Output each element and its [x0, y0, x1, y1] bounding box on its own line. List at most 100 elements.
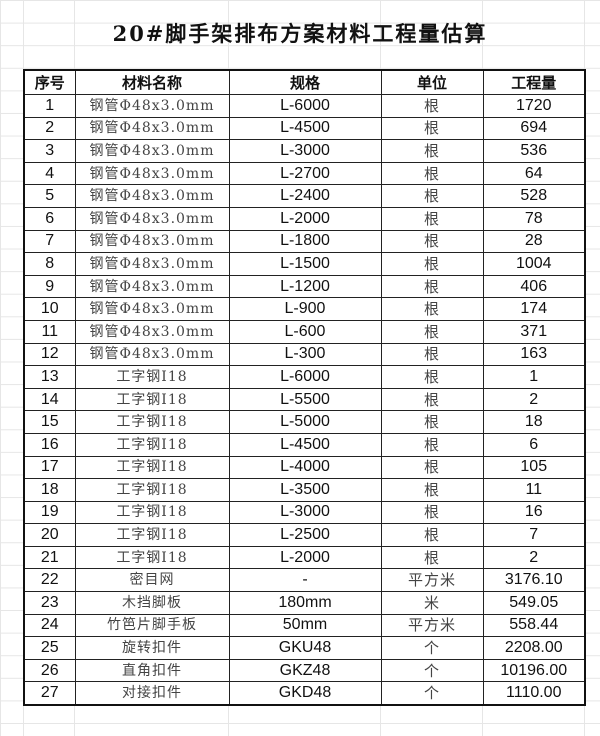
- index-cell[interactable]: 27: [23, 681, 76, 706]
- spec-cell[interactable]: L-4500: [228, 116, 382, 141]
- spec-cell[interactable]: L-2000: [228, 545, 382, 570]
- unit-cell[interactable]: 个: [380, 658, 484, 683]
- index-cell[interactable]: 14: [23, 387, 76, 412]
- quantity-cell[interactable]: 536: [482, 139, 586, 163]
- quantity-cell[interactable]: 64: [482, 161, 586, 186]
- quantity-cell[interactable]: 1: [482, 365, 586, 389]
- name-cell[interactable]: 工字钢I18: [74, 387, 230, 412]
- quantity-cell[interactable]: 6: [482, 432, 586, 457]
- quantity-cell[interactable]: 549.05: [482, 591, 586, 615]
- unit-cell[interactable]: 根: [380, 432, 484, 457]
- name-cell[interactable]: 竹笆片脚手板: [74, 613, 230, 638]
- quantity-cell[interactable]: 10196.00: [482, 658, 586, 683]
- unit-cell[interactable]: 根: [380, 478, 484, 502]
- quantity-cell[interactable]: 3176.10: [482, 568, 586, 593]
- unit-cell[interactable]: 根: [380, 116, 484, 141]
- unit-cell[interactable]: 根: [380, 319, 484, 344]
- spec-cell[interactable]: L-2500: [228, 523, 382, 547]
- spec-cell[interactable]: L-2400: [228, 184, 382, 208]
- header-cell-index[interactable]: 序号: [23, 69, 76, 95]
- name-cell[interactable]: 钢管Φ48x3.0mm: [74, 206, 230, 231]
- unit-cell[interactable]: 根: [380, 455, 484, 480]
- spec-cell[interactable]: L-3000: [228, 500, 382, 525]
- index-cell[interactable]: 10: [23, 297, 76, 321]
- spec-cell[interactable]: L-6000: [228, 94, 382, 118]
- quantity-cell[interactable]: 371: [482, 319, 586, 344]
- name-cell[interactable]: 钢管Φ48x3.0mm: [74, 94, 230, 118]
- index-cell[interactable]: 5: [23, 184, 76, 208]
- unit-cell[interactable]: 平方米: [380, 613, 484, 638]
- index-cell[interactable]: 19: [23, 500, 76, 525]
- spec-cell[interactable]: L-1500: [228, 252, 382, 276]
- name-cell[interactable]: 工字钢I18: [74, 523, 230, 547]
- index-cell[interactable]: 15: [23, 410, 76, 434]
- unit-cell[interactable]: 平方米: [380, 568, 484, 593]
- quantity-cell[interactable]: 78: [482, 206, 586, 231]
- name-cell[interactable]: 钢管Φ48x3.0mm: [74, 139, 230, 163]
- index-cell[interactable]: 7: [23, 229, 76, 254]
- quantity-cell[interactable]: 7: [482, 523, 586, 547]
- unit-cell[interactable]: 根: [380, 161, 484, 186]
- quantity-cell[interactable]: 558.44: [482, 613, 586, 638]
- spec-cell[interactable]: 180mm: [228, 591, 382, 615]
- index-cell[interactable]: 13: [23, 365, 76, 389]
- name-cell[interactable]: 钢管Φ48x3.0mm: [74, 319, 230, 344]
- name-cell[interactable]: 钢管Φ48x3.0mm: [74, 297, 230, 321]
- index-cell[interactable]: 11: [23, 319, 76, 344]
- header-cell-unit[interactable]: 单位: [380, 69, 484, 95]
- spec-cell[interactable]: L-1800: [228, 229, 382, 254]
- unit-cell[interactable]: 根: [380, 206, 484, 231]
- quantity-cell[interactable]: 406: [482, 274, 586, 299]
- quantity-cell[interactable]: 105: [482, 455, 586, 480]
- index-cell[interactable]: 20: [23, 523, 76, 547]
- name-cell[interactable]: 工字钢I18: [74, 365, 230, 389]
- index-cell[interactable]: 23: [23, 591, 76, 615]
- index-cell[interactable]: 9: [23, 274, 76, 299]
- quantity-cell[interactable]: 694: [482, 116, 586, 141]
- spec-cell[interactable]: L-900: [228, 297, 382, 321]
- name-cell[interactable]: 钢管Φ48x3.0mm: [74, 116, 230, 141]
- spec-cell[interactable]: L-3500: [228, 478, 382, 502]
- quantity-cell[interactable]: 11: [482, 478, 586, 502]
- name-cell[interactable]: 工字钢I18: [74, 500, 230, 525]
- quantity-cell[interactable]: 163: [482, 342, 586, 367]
- name-cell[interactable]: 钢管Φ48x3.0mm: [74, 252, 230, 276]
- spec-cell[interactable]: L-300: [228, 342, 382, 367]
- name-cell[interactable]: 钢管Φ48x3.0mm: [74, 161, 230, 186]
- spec-cell[interactable]: 50mm: [228, 613, 382, 638]
- spec-cell[interactable]: L-4500: [228, 432, 382, 457]
- name-cell[interactable]: 对接扣件: [74, 681, 230, 706]
- spec-cell[interactable]: GKU48: [228, 636, 382, 660]
- name-cell[interactable]: 工字钢I18: [74, 545, 230, 570]
- unit-cell[interactable]: 根: [380, 184, 484, 208]
- name-cell[interactable]: 工字钢I18: [74, 432, 230, 457]
- quantity-cell[interactable]: 1004: [482, 252, 586, 276]
- spec-cell[interactable]: L-2000: [228, 206, 382, 231]
- unit-cell[interactable]: 米: [380, 591, 484, 615]
- index-cell[interactable]: 24: [23, 613, 76, 638]
- spec-cell[interactable]: GKD48: [228, 681, 382, 706]
- unit-cell[interactable]: 根: [380, 139, 484, 163]
- spec-cell[interactable]: L-2700: [228, 161, 382, 186]
- spec-cell[interactable]: L-3000: [228, 139, 382, 163]
- quantity-cell[interactable]: 28: [482, 229, 586, 254]
- index-cell[interactable]: 25: [23, 636, 76, 660]
- name-cell[interactable]: 工字钢I18: [74, 478, 230, 502]
- header-cell-quantity[interactable]: 工程量: [482, 69, 586, 95]
- spec-cell[interactable]: L-6000: [228, 365, 382, 389]
- unit-cell[interactable]: 根: [380, 410, 484, 434]
- unit-cell[interactable]: 根: [380, 387, 484, 412]
- quantity-cell[interactable]: 528: [482, 184, 586, 208]
- quantity-cell[interactable]: 18: [482, 410, 586, 434]
- name-cell[interactable]: 工字钢I18: [74, 455, 230, 480]
- index-cell[interactable]: 22: [23, 568, 76, 593]
- spec-cell[interactable]: L-1200: [228, 274, 382, 299]
- index-cell[interactable]: 17: [23, 455, 76, 480]
- spec-cell[interactable]: L-600: [228, 319, 382, 344]
- unit-cell[interactable]: 根: [380, 229, 484, 254]
- unit-cell[interactable]: 根: [380, 523, 484, 547]
- unit-cell[interactable]: 根: [380, 94, 484, 118]
- quantity-cell[interactable]: 2: [482, 387, 586, 412]
- name-cell[interactable]: 旋转扣件: [74, 636, 230, 660]
- spec-cell[interactable]: -: [228, 568, 382, 593]
